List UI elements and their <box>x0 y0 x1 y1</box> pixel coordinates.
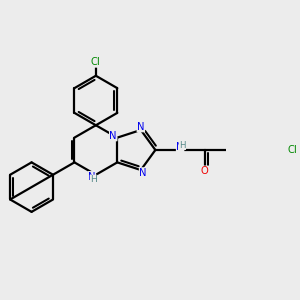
Text: O: O <box>201 166 209 176</box>
Text: N: N <box>176 142 184 152</box>
Text: N: N <box>137 122 145 132</box>
Text: H: H <box>179 141 186 150</box>
Text: Cl: Cl <box>288 145 298 155</box>
Text: N: N <box>110 131 117 141</box>
Text: H: H <box>90 175 97 184</box>
Text: N: N <box>139 168 147 178</box>
Text: Cl: Cl <box>91 57 101 67</box>
Text: N: N <box>88 172 96 182</box>
